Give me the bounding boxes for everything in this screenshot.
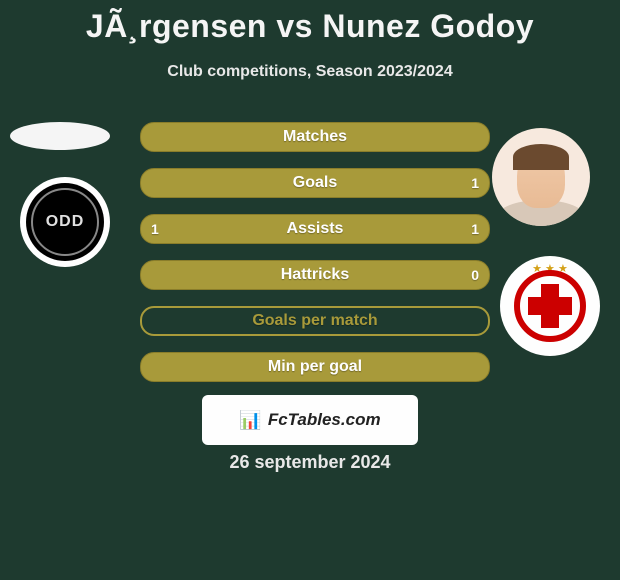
stat-bar: Assists 1 1 <box>140 214 490 244</box>
stat-bar-label: Min per goal <box>268 358 362 376</box>
footer-text: FcTables.com <box>268 410 381 430</box>
date-text: 26 september 2024 <box>229 452 390 473</box>
player-right-avatar <box>492 128 590 226</box>
stat-bar-value-left: 1 <box>151 221 159 237</box>
stat-bars: Matches Goals 1 Assists 1 1 Hattricks 0 Goals pe… <box>140 122 490 398</box>
stat-bar: Hattricks 0 <box>140 260 490 290</box>
stat-bar-value-right: 1 <box>471 221 479 237</box>
stat-bar-value-right: 1 <box>471 175 479 191</box>
club-left-badge-inner: ODD <box>26 183 104 261</box>
stat-bar-label: Matches <box>283 128 347 146</box>
club-right-ring <box>514 270 586 342</box>
footer-badge[interactable]: 📊 FcTables.com <box>202 395 418 445</box>
club-left-badge: ODD <box>20 177 110 267</box>
stat-bar-label: Assists <box>287 220 344 238</box>
stat-bar: Matches <box>140 122 490 152</box>
stat-bar-value-right: 0 <box>471 267 479 283</box>
stat-bar: Goals 1 <box>140 168 490 198</box>
stat-bar-label: Hattricks <box>281 266 349 284</box>
club-right-badge: ★ ★ ★ <box>500 256 600 356</box>
player-right-hair <box>513 144 569 170</box>
page-title: JÃ¸rgensen vs Nunez Godoy <box>0 0 620 45</box>
chart-icon: 📊 <box>239 410 261 431</box>
stat-bar-label: Goals <box>293 174 337 192</box>
player-right-head <box>517 150 565 208</box>
club-left-text: ODD <box>46 213 85 231</box>
player-left-avatar-placeholder <box>10 122 110 150</box>
stat-bar: Goals per match <box>140 306 490 336</box>
page-subtitle: Club competitions, Season 2023/2024 <box>0 63 620 81</box>
stat-bar: Min per goal <box>140 352 490 382</box>
stat-bar-label: Goals per match <box>252 312 377 330</box>
